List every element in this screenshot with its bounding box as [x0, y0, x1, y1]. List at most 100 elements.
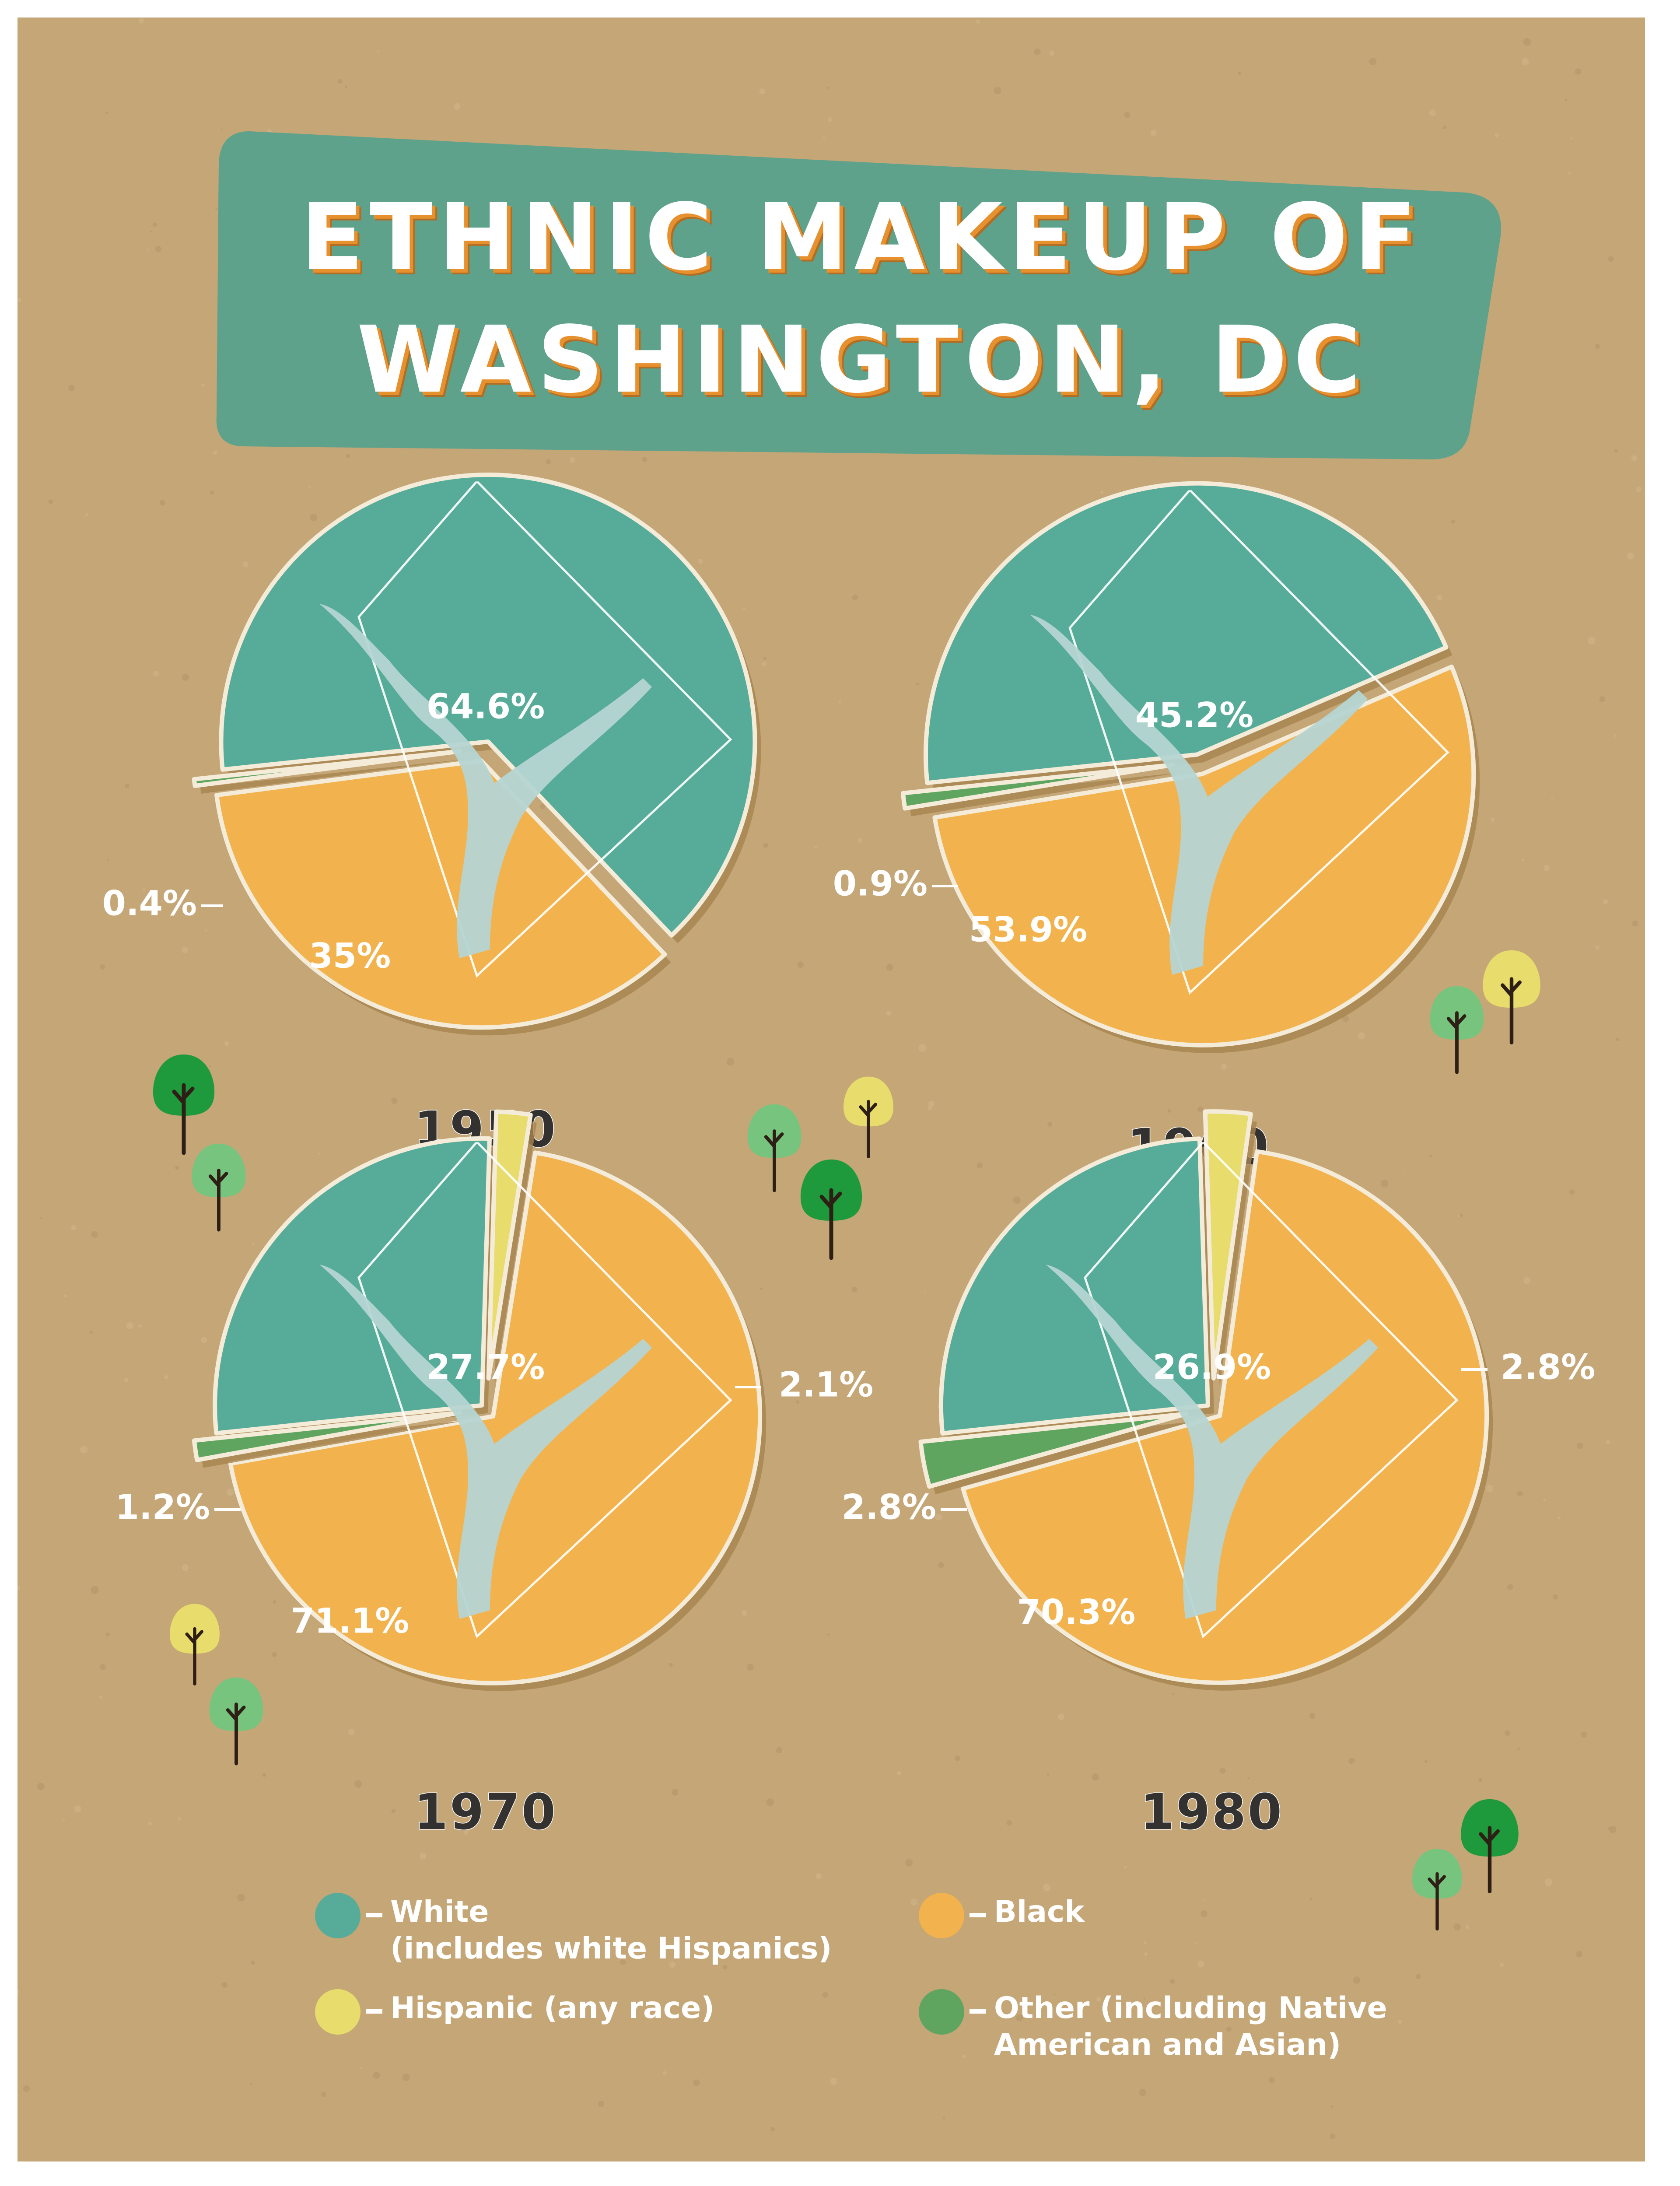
- texture-speck: [1342, 1015, 1349, 1022]
- texture-speck: [1309, 1713, 1316, 1719]
- texture-speck: [1616, 1037, 1620, 1041]
- texture-speck: [1348, 1757, 1355, 1764]
- texture-speck: [1544, 865, 1550, 871]
- texture-speck: [1442, 126, 1446, 130]
- texture-speck: [354, 1780, 362, 1788]
- texture-speck: [62, 1818, 65, 1822]
- texture-speck: [1124, 112, 1130, 118]
- banner-shape: [216, 131, 1501, 459]
- tree-icon: [192, 1143, 246, 1232]
- texture-speck: [1632, 921, 1638, 927]
- texture-speck: [18, 1135, 19, 1138]
- texture-speck: [620, 1959, 626, 1965]
- texture-speck: [1001, 2043, 1004, 2047]
- texture-speck: [1606, 1440, 1610, 1444]
- data-label-white: 64.6%: [427, 687, 545, 726]
- dc-map-outline: [357, 1142, 732, 1639]
- texture-speck: [1144, 1952, 1148, 1956]
- pie-slice-other: [918, 1412, 1189, 1489]
- data-label-other: 0.9%: [833, 864, 928, 904]
- texture-speck: [1397, 2019, 1402, 2024]
- texture-speck: [1057, 1713, 1064, 1720]
- data-label-black: 53.9%: [969, 910, 1088, 949]
- texture-speck: [215, 207, 217, 210]
- texture-speck: [40, 1217, 42, 1219]
- texture-speck: [1013, 1196, 1021, 1204]
- texture-speck: [905, 1859, 913, 1867]
- texture-speck: [994, 87, 1001, 95]
- texture-speck: [904, 881, 910, 887]
- texture-speck: [1595, 344, 1600, 349]
- texture-speck: [1270, 2042, 1276, 2048]
- texture-speck: [1197, 1106, 1203, 1112]
- texture-speck: [1043, 1884, 1051, 1892]
- texture-speck: [962, 2055, 966, 2059]
- texture-speck: [668, 1663, 673, 1667]
- texture-speck: [814, 846, 817, 849]
- texture-speck: [1553, 1594, 1558, 1600]
- texture-speck: [1238, 71, 1242, 75]
- texture-speck: [348, 1729, 355, 1736]
- texture-speck: [1595, 946, 1600, 950]
- texture-speck: [839, 700, 841, 703]
- texture-speck: [1034, 48, 1041, 55]
- tree-trunk: [859, 1100, 877, 1159]
- dc-map-icon: [1046, 1142, 1459, 1639]
- tree-trunk: [1479, 1826, 1500, 1894]
- pie-slice-hispanic: [486, 1109, 533, 1381]
- texture-speck: [182, 673, 189, 681]
- texture-speck: [726, 1058, 735, 1066]
- texture-speck: [318, 1152, 321, 1155]
- texture-speck: [763, 656, 767, 660]
- texture-speck: [1268, 2077, 1275, 2083]
- texture-speck: [796, 1400, 800, 1404]
- texture-speck: [1016, 2014, 1023, 2021]
- tree-icon: [747, 1104, 802, 1192]
- pie-slice-shadow: [909, 773, 1179, 816]
- texture-speck: [935, 1513, 942, 1521]
- texture-speck: [1457, 1215, 1460, 1218]
- dc-map-river: [1046, 1265, 1378, 1619]
- texture-speck: [797, 961, 804, 968]
- texture-speck: [1453, 1923, 1461, 1930]
- pie-slice-group-white: [219, 472, 761, 943]
- data-label-white: 27.7%: [427, 1348, 545, 1387]
- pie-slice-shadow: [200, 1420, 466, 1468]
- pie-chart-1960: 45.2%53.9%0.9%1960: [833, 481, 1480, 1177]
- texture-speck: [1170, 1979, 1175, 1984]
- data-label-black: 71.1%: [291, 1601, 410, 1641]
- texture-speck: [1544, 1878, 1553, 1886]
- texture-speck: [150, 230, 152, 232]
- pie-chart-1950: 64.6%35%0.4%1950: [102, 472, 761, 1159]
- data-label-white: 45.2%: [1135, 696, 1254, 735]
- texture-speck: [1046, 1773, 1050, 1776]
- pie-slice-group-black: [961, 1149, 1493, 1691]
- texture-speck: [48, 499, 53, 504]
- texture-speck: [143, 888, 146, 891]
- tree-trunk: [1428, 1872, 1446, 1931]
- texture-speck: [1581, 1732, 1587, 1738]
- texture-speck: [770, 2127, 775, 2132]
- texture-speck: [1491, 817, 1495, 822]
- texture-speck: [1381, 1180, 1389, 1188]
- texture-speck: [91, 1586, 99, 1594]
- texture-speck: [672, 1789, 679, 1796]
- pie-slice-group-other: [192, 749, 466, 794]
- texture-speck: [642, 457, 647, 462]
- tree-icon: [1461, 1799, 1519, 1894]
- texture-speck: [763, 842, 768, 848]
- dc-map-outline: [1084, 1142, 1459, 1639]
- texture-speck: [18, 1586, 20, 1590]
- texture-speck: [858, 838, 862, 843]
- texture-speck: [1517, 1747, 1520, 1750]
- texture-speck: [105, 111, 108, 114]
- texture-speck: [210, 490, 214, 495]
- data-label-black: 70.3%: [1017, 1593, 1136, 1632]
- texture-speck: [338, 79, 343, 84]
- texture-speck: [155, 246, 161, 252]
- pie-slice-group-other: [918, 1412, 1193, 1495]
- texture-speck: [148, 1822, 152, 1825]
- texture-speck: [1558, 1517, 1561, 1520]
- texture-speck: [886, 963, 893, 971]
- texture-speck: [242, 561, 248, 568]
